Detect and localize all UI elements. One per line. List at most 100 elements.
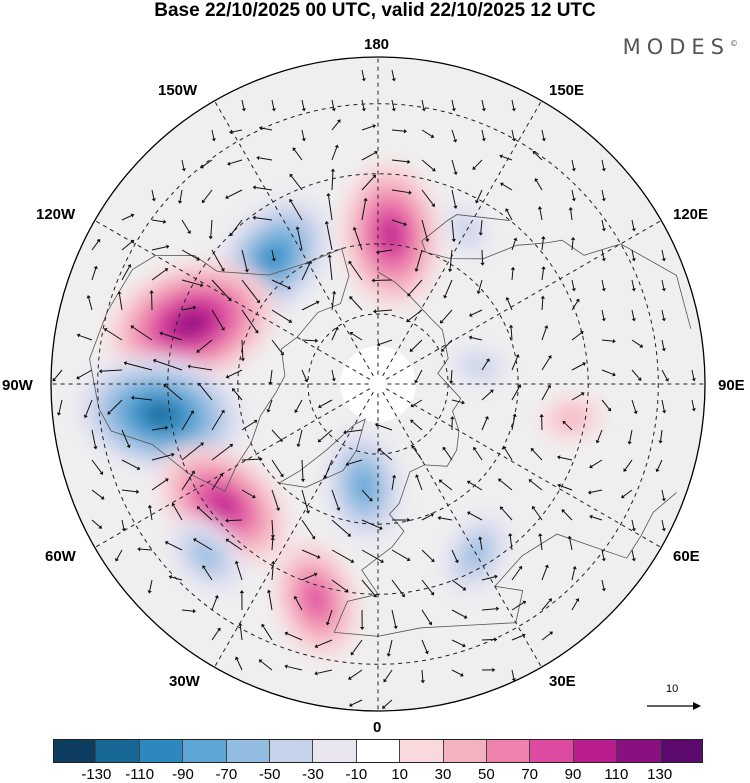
wind-arrow xyxy=(151,244,170,251)
wind-arrow xyxy=(658,429,663,444)
colorbar-tick-label: -130 xyxy=(81,766,112,783)
wind-arrow xyxy=(349,331,363,341)
wind-arrow xyxy=(147,579,153,594)
wind-arrow xyxy=(631,519,636,532)
wind-arrow xyxy=(295,226,303,251)
wind-arrow xyxy=(391,69,396,82)
wind-arrow xyxy=(91,489,105,500)
wind-arrow xyxy=(589,514,603,521)
latitude-circle xyxy=(97,103,659,665)
wind-arrow xyxy=(149,290,154,311)
wind-arrow xyxy=(601,219,606,232)
wind-arrow xyxy=(476,279,483,295)
graticule xyxy=(51,57,705,711)
wind-arrow xyxy=(391,159,411,164)
wind-arrow xyxy=(421,189,435,207)
wind-arrow xyxy=(595,429,603,444)
wind-arrow xyxy=(331,99,336,112)
wind-arrow xyxy=(331,290,337,311)
anomaly-contour xyxy=(554,406,588,430)
wind-arrow xyxy=(481,415,489,431)
wind-arrow xyxy=(349,296,363,311)
wind-arrow xyxy=(499,506,513,521)
anomaly-contour xyxy=(353,470,375,501)
wind-arrow xyxy=(451,669,464,677)
colorbar-tick-label: 130 xyxy=(647,766,673,783)
wind-arrow xyxy=(211,595,219,611)
wind-arrow xyxy=(570,236,576,251)
wind-arrow xyxy=(241,456,263,462)
wind-arrow xyxy=(225,189,243,200)
wind-arrow xyxy=(481,667,496,673)
wind-arrow xyxy=(391,189,412,195)
wind-arrow xyxy=(361,99,366,112)
wind-arrow xyxy=(123,361,153,371)
wind-arrow xyxy=(270,536,275,551)
brand-mark: © xyxy=(730,39,738,48)
colorbar-tick-label: -10 xyxy=(345,766,368,783)
wind-arrow xyxy=(421,639,429,655)
wind-arrow xyxy=(266,589,273,611)
wind-arrow xyxy=(421,129,435,138)
wind-arrow xyxy=(378,448,393,461)
wind-arrow xyxy=(481,389,494,401)
wind-arrow xyxy=(193,538,213,551)
wind-arrow xyxy=(511,384,522,401)
meridian-line xyxy=(382,391,542,668)
wind-arrow xyxy=(528,479,543,491)
wind-arrow xyxy=(229,129,243,135)
wind-arrow xyxy=(343,429,363,435)
wind-arrow xyxy=(421,609,433,626)
wind-arrow xyxy=(571,565,577,581)
wind-arrow xyxy=(147,504,153,521)
coastlines xyxy=(89,214,692,637)
wind-arrow xyxy=(383,669,393,683)
anomaly-contour xyxy=(380,220,402,250)
wind-arrow xyxy=(421,99,426,112)
wind-arrow xyxy=(361,519,383,530)
wind-arrow xyxy=(386,639,393,657)
wind-arrow xyxy=(451,579,467,591)
wind-arrow xyxy=(348,260,363,281)
wind-arrow xyxy=(691,399,696,412)
wind-arrow xyxy=(331,119,341,131)
wind-arrow xyxy=(181,159,186,172)
wind-arrow xyxy=(661,369,669,382)
wind-arrow xyxy=(374,422,393,431)
wind-arrow xyxy=(601,549,606,562)
wind-arrow xyxy=(252,185,273,191)
wind-arrow xyxy=(451,639,466,648)
wind-arrow xyxy=(409,339,423,352)
wind-arrow xyxy=(421,219,430,242)
wind-arrow xyxy=(421,549,435,563)
wind-arrow xyxy=(107,399,123,415)
wind-arrow xyxy=(348,669,363,680)
colorbar-tick-label: -90 xyxy=(172,766,194,783)
colorbar-tick-label: 70 xyxy=(521,766,538,783)
wind-arrow xyxy=(258,659,273,671)
wind-arrow xyxy=(532,150,543,161)
wind-arrow xyxy=(163,384,183,401)
colorbar-tick-label: -110 xyxy=(125,766,155,783)
wind-arrow xyxy=(121,429,131,449)
wind-arrow xyxy=(159,331,183,341)
wind-arrow xyxy=(56,399,63,416)
wind-arrow xyxy=(164,540,183,551)
wind-arrow xyxy=(271,339,284,356)
wind-arrow xyxy=(391,99,396,112)
wind-arrow xyxy=(589,459,603,469)
wind-arrow xyxy=(301,300,320,311)
reference-arrow xyxy=(647,702,701,710)
wind-arrow xyxy=(391,579,405,598)
wind-arrow xyxy=(541,325,549,341)
wind-arrow xyxy=(115,549,123,562)
wind-arrow xyxy=(438,479,453,491)
wind-arrow xyxy=(382,699,393,709)
coastline xyxy=(89,248,350,492)
wind-arrow xyxy=(534,178,543,191)
wind-arrow xyxy=(361,124,376,131)
wind-arrow xyxy=(211,443,234,461)
wind-arrow xyxy=(98,368,123,374)
wind-arrow xyxy=(571,331,584,341)
wind-arrow xyxy=(601,369,616,377)
